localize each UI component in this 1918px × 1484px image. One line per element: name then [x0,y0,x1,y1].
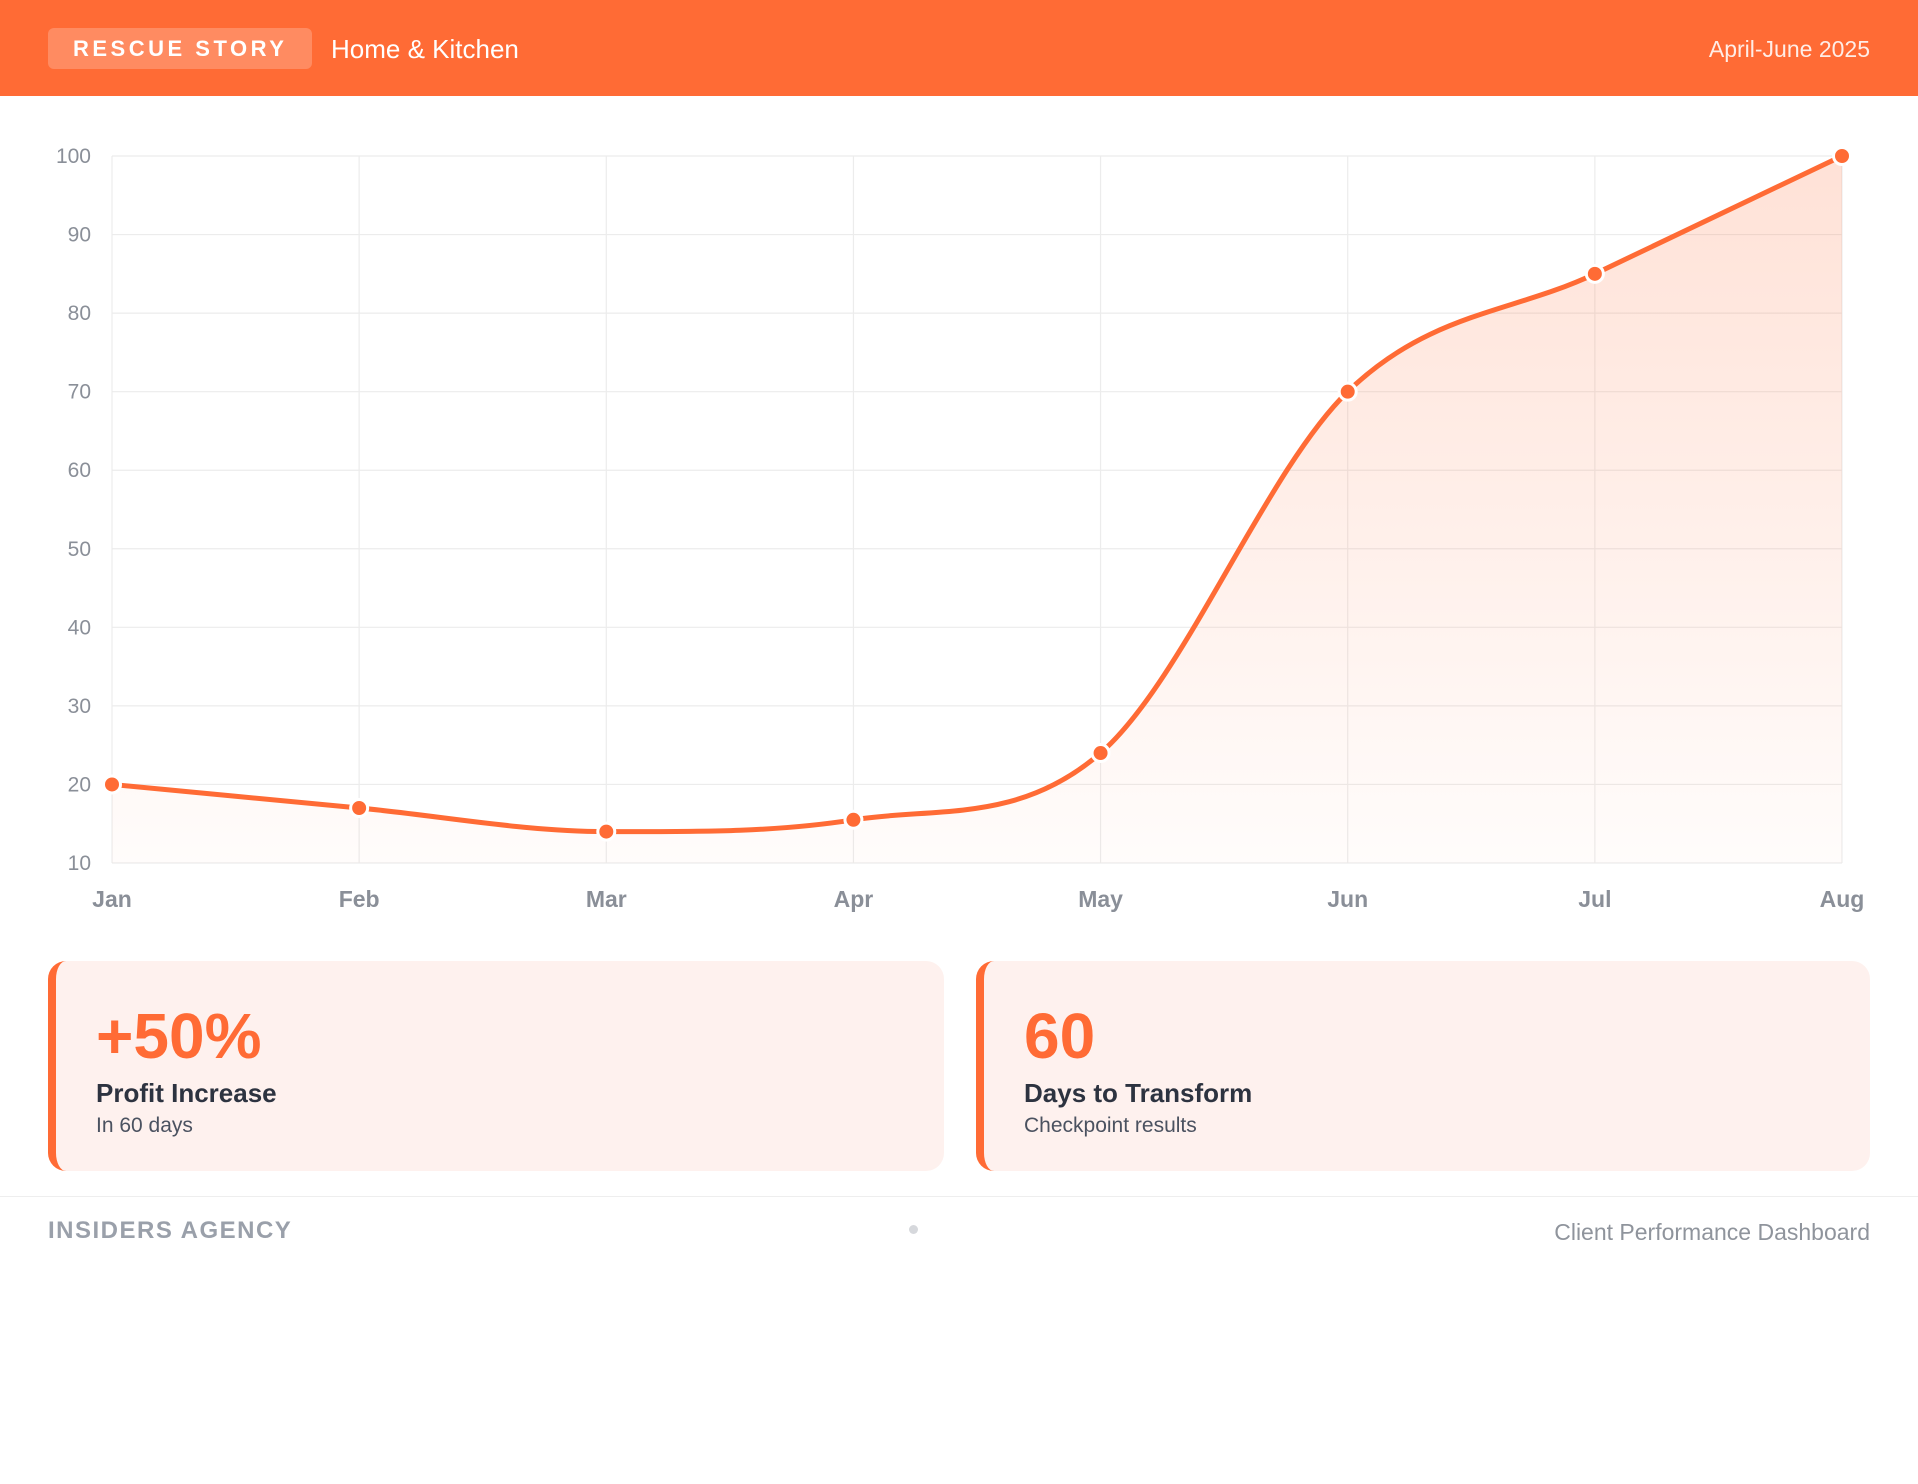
profit-increase-value: +50% [96,1000,262,1072]
y-tick-label: 50 [68,538,91,561]
data-point [1584,263,1605,284]
x-tick-label: Jan [92,886,132,912]
x-tick-label: Apr [834,886,874,912]
x-tick-label: May [1078,886,1123,912]
data-point [1832,146,1852,166]
data-point [349,798,370,819]
y-axis-ticks: 10 20 30 40 50 60 70 80 90 100 [56,145,91,875]
footer-dashboard-label: Client Performance Dashboard [1554,1219,1870,1245]
chart-svg: 10 20 30 40 50 60 70 80 90 100 Jan Feb Mar Apr May Jun… [56,145,1864,912]
y-tick-label: 20 [68,773,91,796]
chart-area-layer [109,153,1845,863]
category-title: Home & Kitchen [331,34,519,64]
days-to-transform-card: 60 Days to Transform Checkpoint results [976,961,1870,1171]
days-to-transform-label: Days to Transform [1024,1078,1253,1108]
header-bar: RESCUE STORY Home & Kitchen April-June 2… [0,0,1918,96]
x-tick-label: Feb [339,886,380,912]
profit-increase-label: Profit Increase [96,1078,277,1108]
x-axis-ticks: Jan Feb Mar Apr May Jun Jul Aug [92,886,1864,912]
data-point [843,809,864,830]
profit-increase-sub: In 60 days [96,1114,193,1137]
x-tick-label: Jul [1578,886,1611,912]
footer-divider [0,1196,1918,1197]
y-tick-label: 80 [68,302,91,325]
data-point [596,821,617,842]
data-point [1090,743,1111,764]
y-tick-label: 10 [68,852,91,875]
rescue-story-badge: RESCUE STORY [48,28,313,69]
y-tick-label: 40 [68,616,91,639]
series-area-fill [112,156,1842,863]
y-tick-label: 70 [68,381,91,404]
footer-brand: INSIDERS AGENCY [48,1217,293,1244]
data-point [102,774,122,795]
x-tick-label: Jun [1327,886,1368,912]
profit-chart: 10 20 30 40 50 60 70 80 90 100 Jan Feb Mar Apr May Jun… [0,96,1918,932]
days-to-transform-value: 60 [1024,1000,1096,1072]
days-to-transform-sub: Checkpoint results [1024,1114,1197,1137]
data-point [1337,381,1358,402]
y-tick-label: 60 [68,459,91,482]
y-tick-label: 100 [56,145,91,168]
x-tick-label: Aug [1820,886,1865,912]
series-line [109,153,1845,835]
chart-points-layer [102,146,1852,842]
period-label: April-June 2025 [1708,36,1870,62]
profit-increase-card: +50% Profit Increase In 60 days [48,961,944,1171]
y-tick-label: 90 [68,224,91,247]
y-tick-label: 30 [68,695,91,718]
footer-separator-dot [909,1225,918,1234]
x-tick-label: Mar [586,886,627,912]
